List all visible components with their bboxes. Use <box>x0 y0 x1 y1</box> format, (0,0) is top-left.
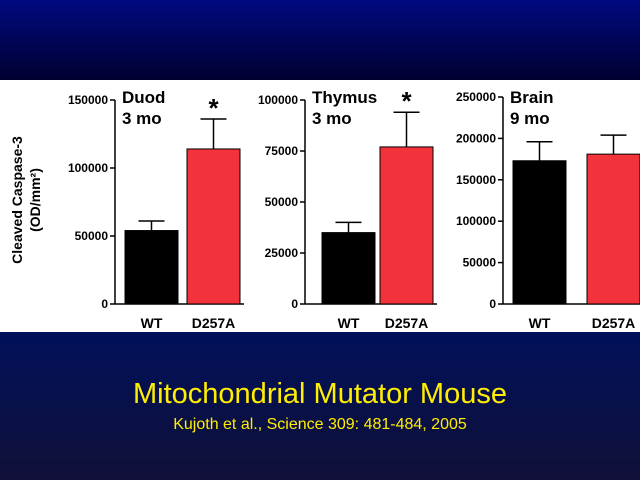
top-band <box>0 0 640 80</box>
chart-subtitle: 3 mo <box>312 109 352 128</box>
y-tick-label: 150000 <box>456 173 496 187</box>
chart-title: Duod <box>122 88 165 107</box>
significance-mark: * <box>401 86 412 116</box>
chart-title: Thymus <box>312 88 377 107</box>
chart-subtitle: 9 mo <box>510 109 550 128</box>
footer-title: Mitochondrial Mutator Mouse <box>133 378 507 410</box>
y-tick-label: 150000 <box>68 93 108 107</box>
y-tick-label: 25000 <box>265 246 299 260</box>
y-tick-label: 100000 <box>456 214 496 228</box>
footer-citation: Kujoth et al., Science 309: 481-484, 200… <box>173 416 467 433</box>
bar <box>512 160 567 305</box>
bottom-band <box>0 332 640 480</box>
y-tick-label: 50000 <box>75 229 109 243</box>
y-label-line: Cleaved Caspase-3 <box>9 136 25 264</box>
bar <box>379 146 434 305</box>
significance-mark: * <box>208 93 219 123</box>
chart-subtitle: 3 mo <box>122 109 162 128</box>
y-tick-label: 0 <box>101 297 108 311</box>
y-tick-label: 250000 <box>456 90 496 104</box>
bar <box>586 153 640 305</box>
x-tick-label: WT <box>338 315 360 331</box>
y-tick-label: 200000 <box>456 131 496 145</box>
y-tick-label: 100000 <box>68 161 108 175</box>
y-tick-label: 0 <box>489 297 496 311</box>
x-tick-label: WT <box>141 315 163 331</box>
bar <box>186 148 241 305</box>
y-tick-label: 75000 <box>265 144 299 158</box>
x-tick-label: D257A <box>192 315 236 331</box>
x-tick-label: WT <box>529 315 551 331</box>
y-axis-label: Cleaved Caspase-3 (OD/mm²) <box>9 136 43 264</box>
chart-title: Brain <box>510 88 553 107</box>
y-tick-label: 50000 <box>463 256 497 270</box>
y-tick-label: 0 <box>291 297 298 311</box>
y-tick-label: 50000 <box>265 195 299 209</box>
bar <box>321 232 376 305</box>
bar <box>124 230 179 305</box>
x-tick-label: D257A <box>592 315 636 331</box>
x-tick-label: D257A <box>385 315 429 331</box>
y-label-line: (OD/mm²) <box>27 168 43 232</box>
y-tick-label: 100000 <box>258 93 298 107</box>
